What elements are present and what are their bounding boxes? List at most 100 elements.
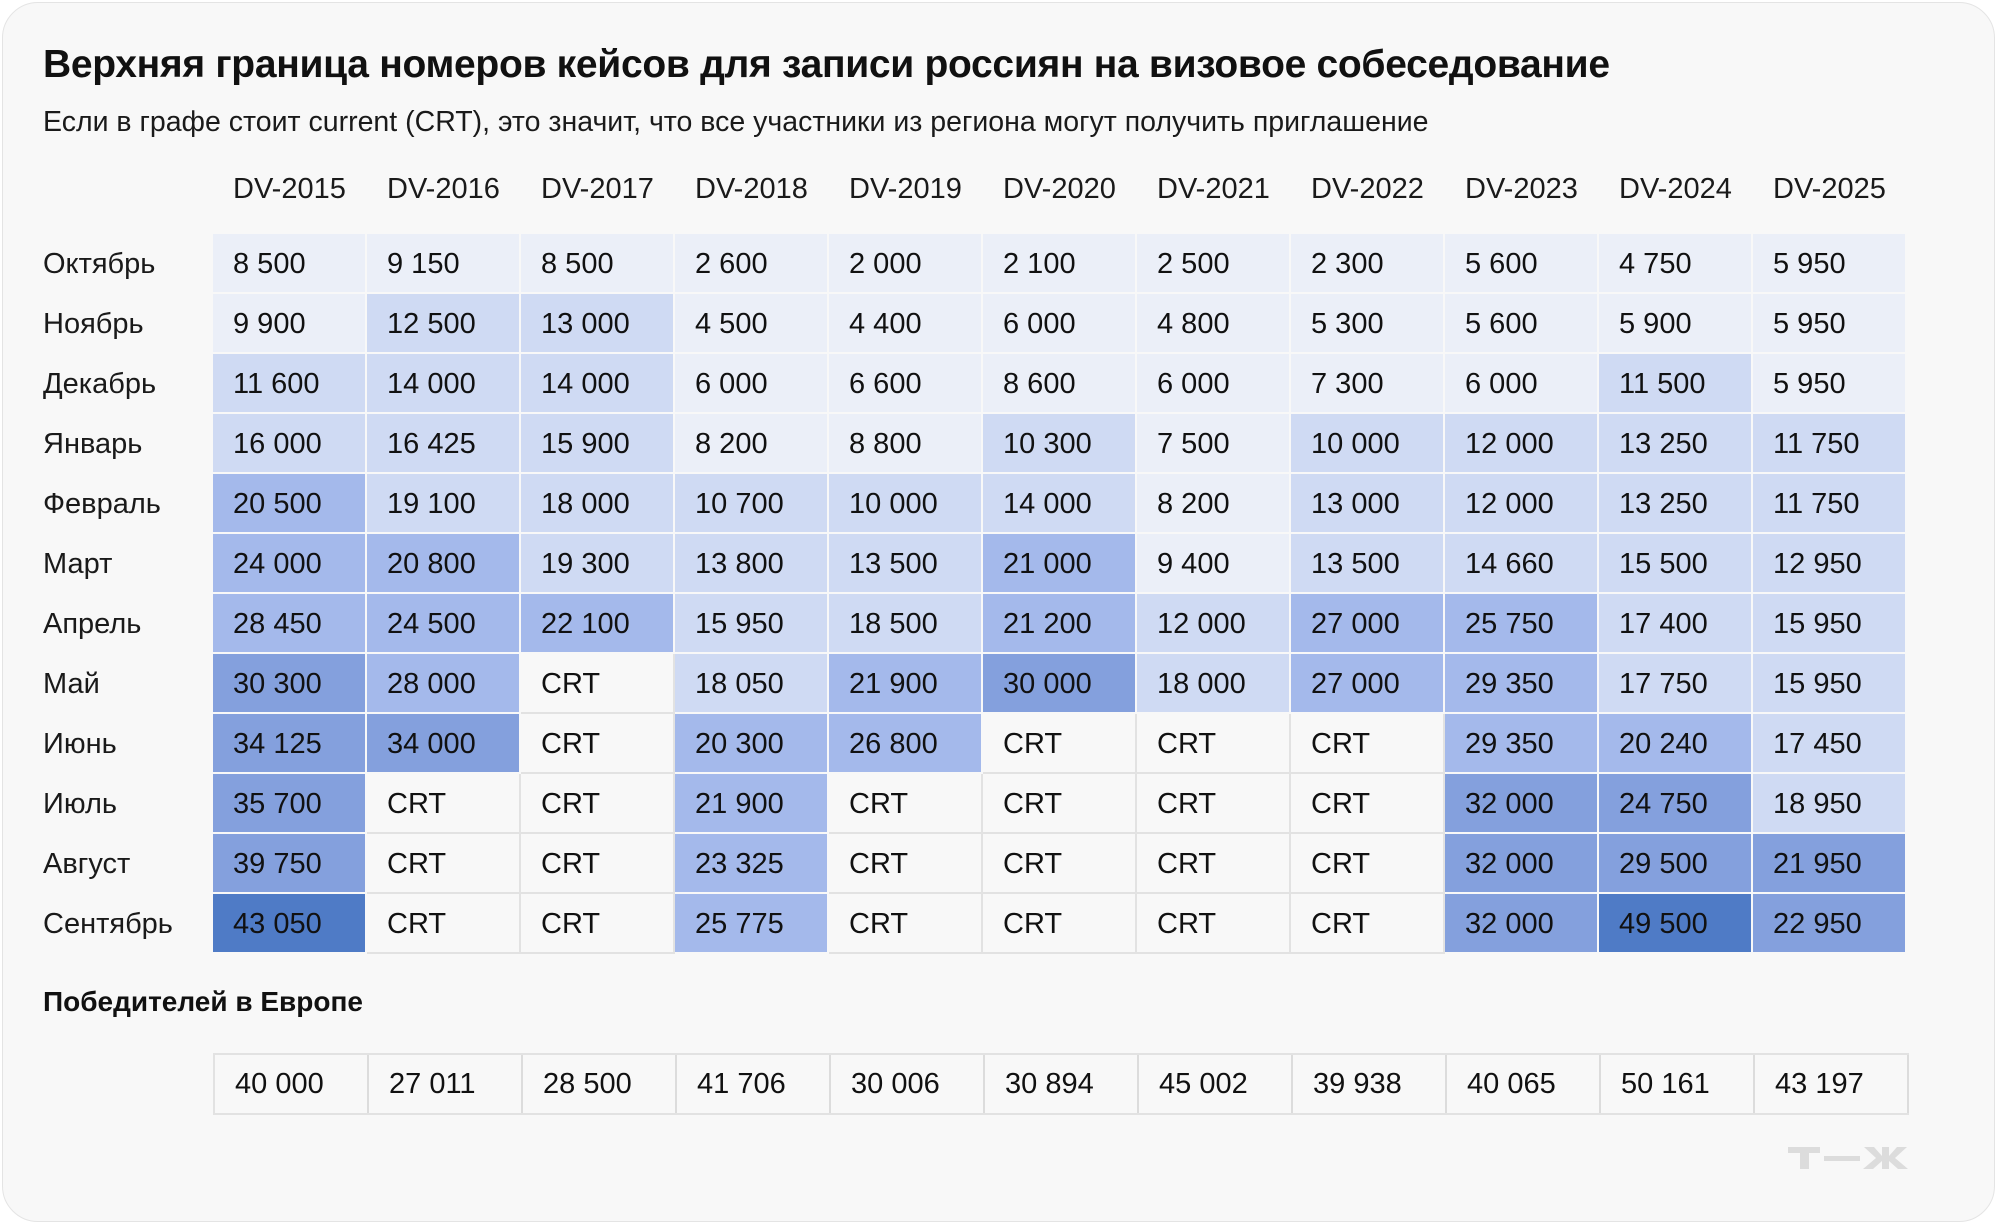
table-cell-current: CRT (983, 834, 1137, 894)
table-cell: 12 000 (1445, 414, 1599, 474)
europe-winners-cell: 39 938 (1293, 1055, 1447, 1113)
table-cell: 2 500 (1137, 234, 1291, 294)
table-cell: 22 950 (1753, 894, 1907, 954)
table-cell: 14 000 (367, 354, 521, 414)
table-cell: 17 400 (1599, 594, 1753, 654)
table-cell: 13 250 (1599, 474, 1753, 534)
table-cell: 8 500 (213, 234, 367, 294)
table-cell-current: CRT (367, 894, 521, 954)
table-cell: 25 750 (1445, 594, 1599, 654)
row-label-month: Апрель (43, 608, 142, 640)
table-cell: 24 500 (367, 594, 521, 654)
table-cell: 35 700 (213, 774, 367, 834)
row-label-month: Август (43, 848, 131, 880)
table-cell-current: CRT (983, 774, 1137, 834)
table-cell: 30 000 (983, 654, 1137, 714)
europe-winners-cell: 27 011 (369, 1055, 523, 1113)
table-cell: 10 300 (983, 414, 1137, 474)
table-cell-current: CRT (1291, 714, 1445, 774)
row-label-month: Март (43, 548, 113, 580)
europe-winners-cell: 40 065 (1447, 1055, 1601, 1113)
europe-winners-cell: 41 706 (677, 1055, 831, 1113)
row-label-month: Июль (43, 788, 117, 820)
table-cell: 13 000 (1291, 474, 1445, 534)
table-cell: 24 000 (213, 534, 367, 594)
column-header: DV-2023 (1465, 173, 1578, 205)
column-headers: DV-2015 DV-2016 DV-2017 DV-2018 DV-2019 DV-20… (213, 173, 1907, 213)
table-cell: 11 750 (1753, 474, 1907, 534)
table-cell: 2 600 (675, 234, 829, 294)
table-cell: 21 900 (675, 774, 829, 834)
table-row: Апрель 28 450 24 500 22 100 15 950 18 500 21 2… (43, 594, 1907, 654)
column-header: DV-2017 (541, 173, 654, 205)
table-cell: 4 400 (829, 294, 983, 354)
table-cell: 18 000 (521, 474, 675, 534)
table-cell: 5 600 (1445, 234, 1599, 294)
row-label-month: Май (43, 668, 100, 700)
table-row: Июль 35 700 CRT CRT 21 900 CRT CRT CRT CRT 32 000… (43, 774, 1907, 834)
chart-subtitle: Если в графе стоит current (CRT), это зн… (43, 106, 1429, 138)
europe-winners-cell: 28 500 (523, 1055, 677, 1113)
table-cell: 29 350 (1445, 654, 1599, 714)
table-cell: 6 000 (1137, 354, 1291, 414)
row-label-month: Январь (43, 428, 143, 460)
table-cell: 13 800 (675, 534, 829, 594)
table-cell: 26 800 (829, 714, 983, 774)
table-cell: 34 125 (213, 714, 367, 774)
table-cell: 8 600 (983, 354, 1137, 414)
row-label-month: Июнь (43, 728, 117, 760)
column-header: DV-2021 (1157, 173, 1270, 205)
table-cell: 19 100 (367, 474, 521, 534)
row-label-month: Февраль (43, 488, 161, 520)
table-cell: 22 100 (521, 594, 675, 654)
table-cell: 34 000 (367, 714, 521, 774)
europe-winners-cell: 40 000 (215, 1055, 369, 1113)
table-cell: 5 900 (1599, 294, 1753, 354)
table-cell: 30 300 (213, 654, 367, 714)
table-cell: 8 800 (829, 414, 983, 474)
table-cell: 17 750 (1599, 654, 1753, 714)
table-row: Февраль 20 500 19 100 18 000 10 700 10 000 14 … (43, 474, 1907, 534)
table-cell: 12 500 (367, 294, 521, 354)
table-cell: 32 000 (1445, 774, 1599, 834)
table-cell: 2 000 (829, 234, 983, 294)
table-cell: 27 000 (1291, 654, 1445, 714)
table-cell: 24 750 (1599, 774, 1753, 834)
table-cell: 18 500 (829, 594, 983, 654)
table-cell: 13 500 (829, 534, 983, 594)
table-cell: 15 950 (1753, 594, 1907, 654)
table-cell: 5 600 (1445, 294, 1599, 354)
table-cell: 8 500 (521, 234, 675, 294)
table-cell: 15 950 (1753, 654, 1907, 714)
row-label-month: Сентябрь (43, 908, 173, 940)
table-cell: 20 300 (675, 714, 829, 774)
table-cell: 4 800 (1137, 294, 1291, 354)
table-cell: 5 950 (1753, 234, 1907, 294)
table-cell: 20 240 (1599, 714, 1753, 774)
table-cell-current: CRT (1291, 834, 1445, 894)
table-cell: 4 500 (675, 294, 829, 354)
table-cell: 19 300 (521, 534, 675, 594)
table-cell: 25 775 (675, 894, 829, 954)
table-cell: 18 050 (675, 654, 829, 714)
table-cell-current: CRT (983, 714, 1137, 774)
table-cell: 29 500 (1599, 834, 1753, 894)
table-cell: 6 000 (1445, 354, 1599, 414)
table-row: Январь 16 000 16 425 15 900 8 200 8 800 10 300… (43, 414, 1907, 474)
row-label-month: Ноябрь (43, 308, 144, 340)
column-header: DV-2015 (233, 173, 346, 205)
table-row: Июнь 34 125 34 000 CRT 20 300 26 800 CRT CRT CRT… (43, 714, 1907, 774)
europe-winners-cell: 43 197 (1755, 1055, 1909, 1113)
table-cell: 28 000 (367, 654, 521, 714)
row-label-month: Октябрь (43, 248, 156, 280)
table-cell: 12 000 (1445, 474, 1599, 534)
europe-winners-cell: 30 006 (831, 1055, 985, 1113)
table-cell: 12 950 (1753, 534, 1907, 594)
table-cell: 20 800 (367, 534, 521, 594)
column-header: DV-2020 (1003, 173, 1116, 205)
table-cell-current: CRT (1137, 834, 1291, 894)
table-row: Декабрь 11 600 14 000 14 000 6 000 6 600 8 600… (43, 354, 1907, 414)
table-cell: 21 950 (1753, 834, 1907, 894)
table-cell: 18 000 (1137, 654, 1291, 714)
